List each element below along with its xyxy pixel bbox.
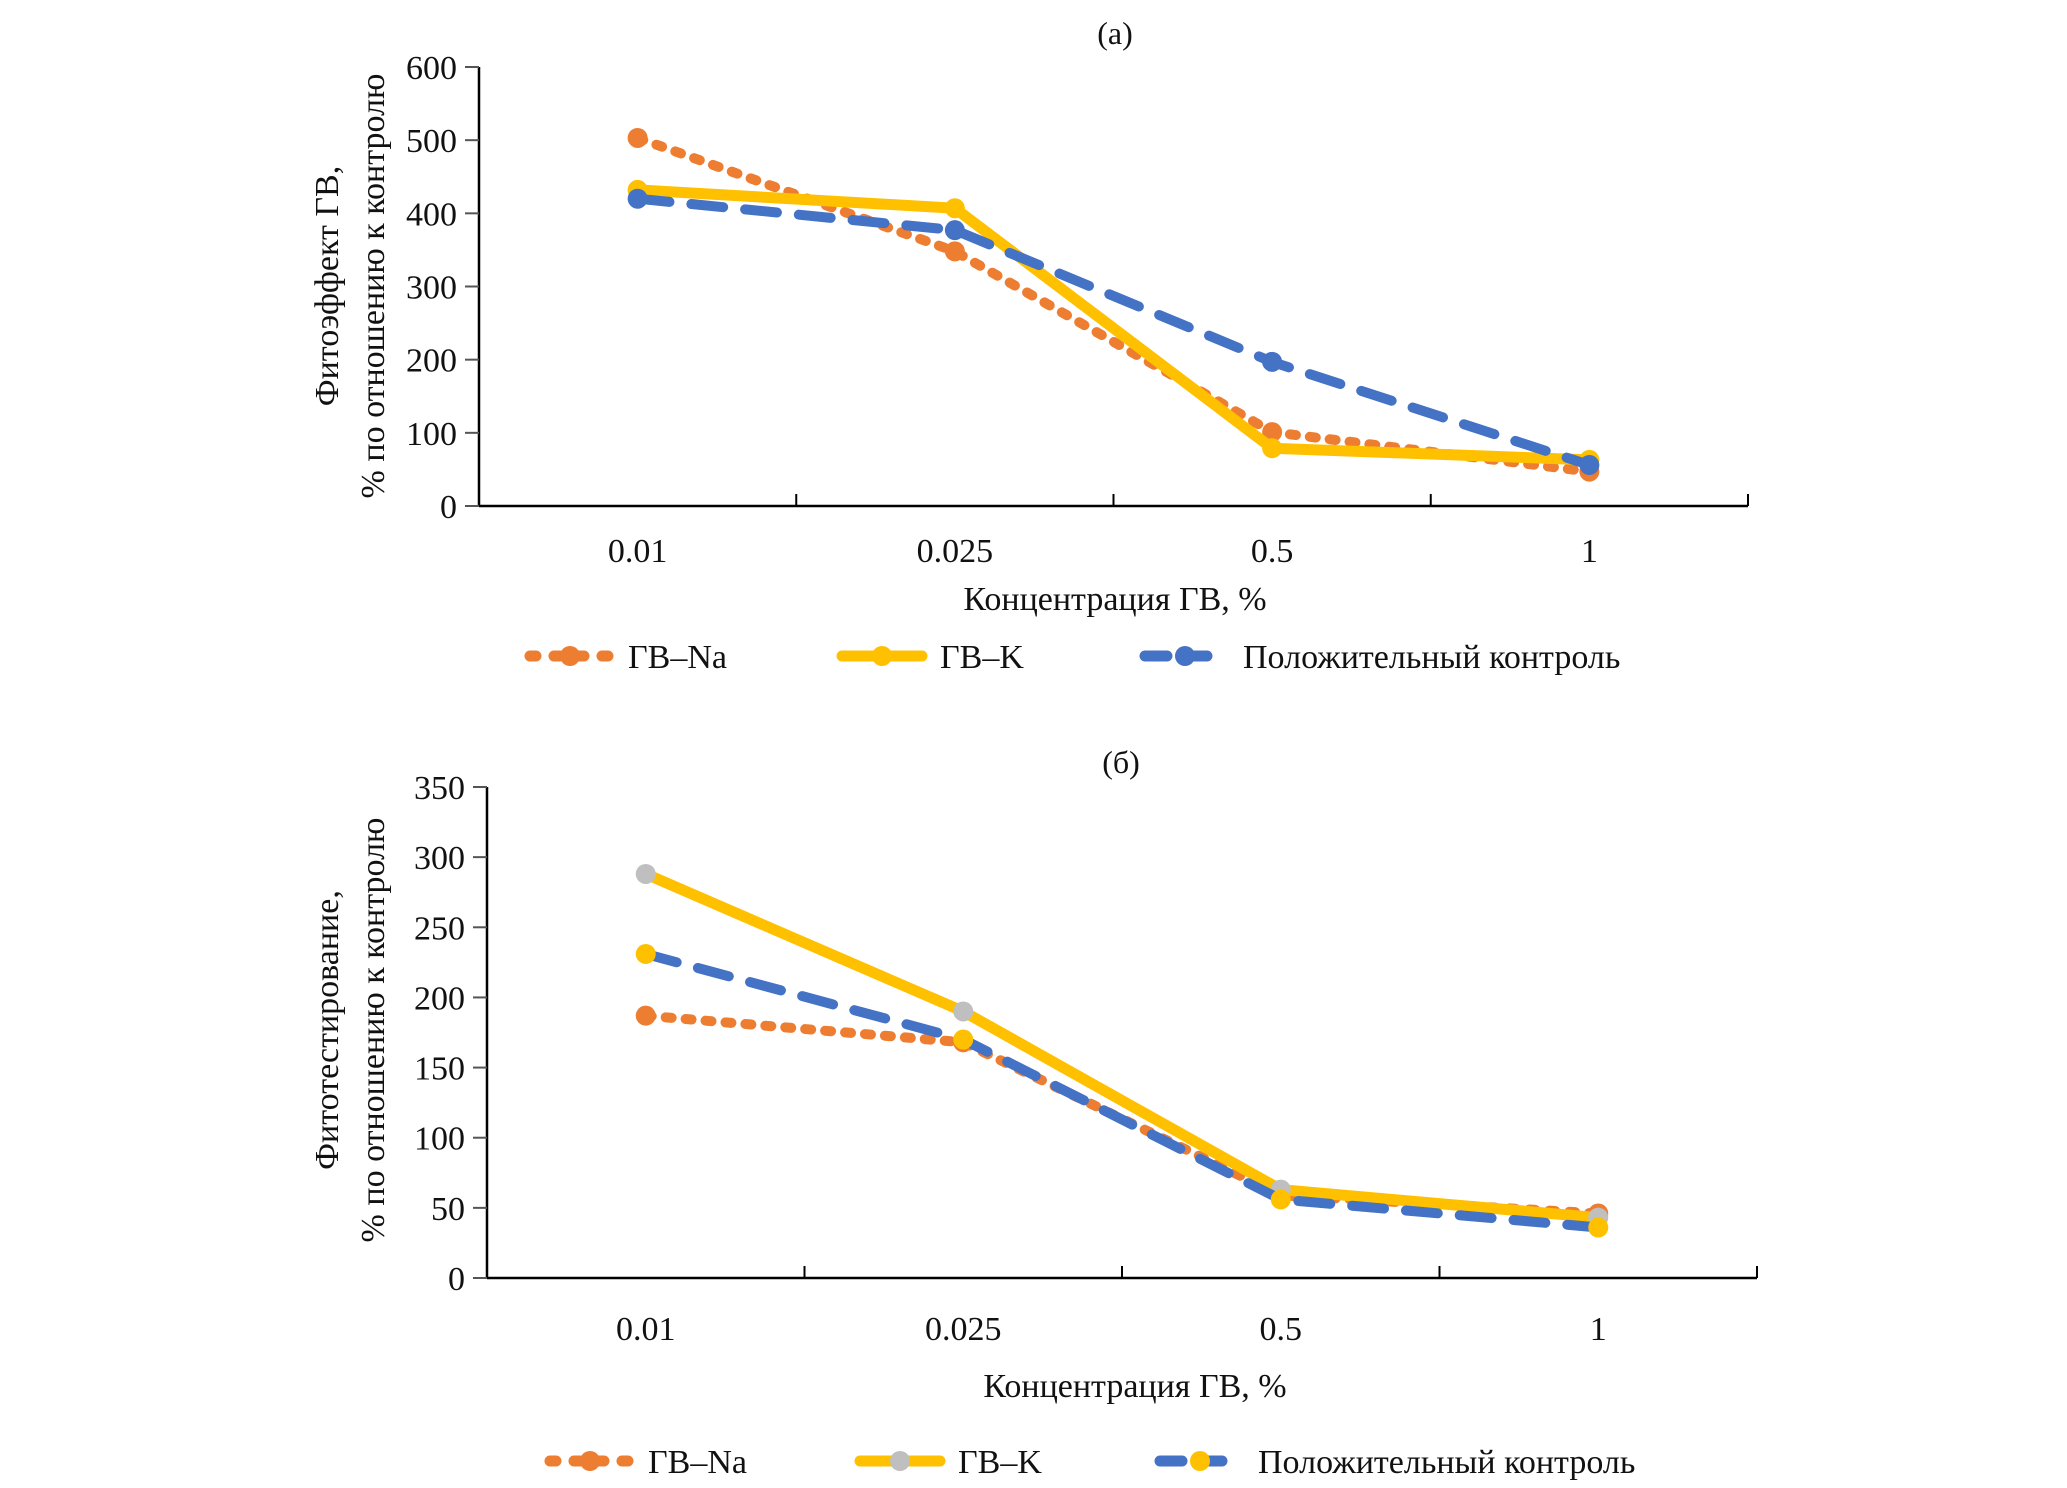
data-point <box>627 127 648 148</box>
data-point <box>953 1029 974 1050</box>
legend-label: ГВ–K <box>940 639 1024 676</box>
x-tick-label: 1 <box>1581 533 1598 570</box>
series-positive-control <box>635 943 1609 1238</box>
data-point <box>1262 422 1283 443</box>
legend-label: Положительный контроль <box>1243 639 1620 676</box>
legend-item: ГВ–Na <box>544 1444 747 1481</box>
legend-item: Положительный контроль <box>1139 639 1620 676</box>
legend-item: ГВ–Na <box>524 639 727 676</box>
y-tick-label: 0 <box>440 489 457 526</box>
x-tick-label: 0.01 <box>616 1311 676 1348</box>
y-tick-label: 300 <box>414 840 465 877</box>
x-tick-label: 0.5 <box>1260 1311 1303 1348</box>
series-layer <box>627 127 1600 482</box>
y-tick-label: 250 <box>414 910 465 947</box>
data-point <box>635 943 656 964</box>
x-tick-label: 0.025 <box>925 1311 1002 1348</box>
legend-swatch-marker <box>890 1451 910 1471</box>
chart-title: (б) <box>1102 744 1140 780</box>
legend-swatch-marker <box>1175 646 1195 666</box>
legend-item: ГВ–K <box>854 1444 1042 1481</box>
data-point <box>635 863 656 884</box>
data-point <box>1588 1217 1609 1238</box>
y-tick-label: 100 <box>406 416 457 453</box>
y-axis-title: Фитоэффект ГВ, % по отношению к контролю <box>309 74 392 499</box>
chart-panel-b: (б) Фитотестирование, % по отношению к к… <box>309 744 1758 1481</box>
y-tick-label: 600 <box>406 50 457 87</box>
data-point <box>627 188 648 209</box>
legend-item: Положительный контроль <box>1154 1444 1635 1481</box>
legend-swatch-marker <box>872 646 892 666</box>
legend: ГВ–Na ГВ–K Положительный контроль <box>524 639 1620 676</box>
legend-item: ГВ–K <box>836 639 1024 676</box>
y-tick-label: 150 <box>414 1051 465 1088</box>
series-positive-control <box>627 188 1600 476</box>
x-tick-label: 0.5 <box>1251 533 1294 570</box>
series-layer <box>635 863 1609 1238</box>
series-line <box>632 132 1595 477</box>
legend-label: ГВ–Na <box>628 639 727 676</box>
y-tick-label: 0 <box>448 1261 465 1298</box>
x-tick-label: 0.01 <box>608 533 668 570</box>
series-gv-k <box>635 863 1609 1228</box>
y-tick-label: 100 <box>414 1121 465 1158</box>
axes: 0 100 200 300 400 500 600 0.01 0.025 0.5 1 <box>406 50 1749 570</box>
chart-panel-a: (а) Фитоэффект ГВ, % по отношению к конт… <box>309 15 1749 676</box>
y-tick-label: 300 <box>406 270 457 307</box>
axes: 0 50 100 150 200 250 300 350 0.01 0.025 0.5 1 <box>414 770 1758 1348</box>
y-tick-label: 200 <box>406 343 457 380</box>
y-tick-label: 50 <box>431 1191 465 1228</box>
y-axis-title-line1: Фитоэффект ГВ, <box>309 166 346 407</box>
legend-label: ГВ–Na <box>648 1444 747 1481</box>
data-point <box>944 241 965 262</box>
y-axis-title-line2: % по отношению к контролю <box>355 818 392 1243</box>
data-point <box>953 1001 974 1022</box>
data-point <box>1270 1189 1291 1210</box>
y-axis-title-line1: Фитотестирование, <box>309 890 346 1170</box>
y-tick-label: 500 <box>406 123 457 160</box>
x-tick-label: 0.025 <box>917 533 994 570</box>
data-point <box>1579 455 1600 476</box>
data-point <box>635 1005 656 1026</box>
legend-swatch-marker <box>560 646 580 666</box>
legend-swatch-marker <box>1190 1451 1210 1471</box>
series-gv-k <box>627 179 1600 470</box>
y-axis-title-line2: % по отношению к контролю <box>355 74 392 499</box>
series-gv-na <box>627 127 1600 482</box>
y-tick-label: 350 <box>414 770 465 807</box>
data-point <box>1262 438 1283 459</box>
data-point <box>944 220 965 241</box>
legend: ГВ–Na ГВ–K Положительный контроль <box>544 1444 1635 1481</box>
y-tick-label: 400 <box>406 196 457 233</box>
x-axis-title: Концентрация ГВ, % <box>963 581 1266 618</box>
legend-label: Положительный контроль <box>1258 1444 1635 1481</box>
legend-label: ГВ–K <box>958 1444 1042 1481</box>
legend-swatch-marker <box>580 1451 600 1471</box>
series-line <box>640 868 1604 1224</box>
data-point <box>1262 351 1283 372</box>
x-tick-label: 1 <box>1590 1311 1607 1348</box>
data-point <box>944 198 965 219</box>
series-line <box>632 184 1595 466</box>
series-line <box>640 948 1604 1233</box>
chart-title: (а) <box>1097 15 1133 51</box>
y-axis-title: Фитотестирование, % по отношению к контр… <box>309 818 392 1243</box>
x-axis-title: Концентрация ГВ, % <box>983 1368 1286 1405</box>
series-line <box>632 193 1595 471</box>
y-tick-label: 200 <box>414 980 465 1017</box>
